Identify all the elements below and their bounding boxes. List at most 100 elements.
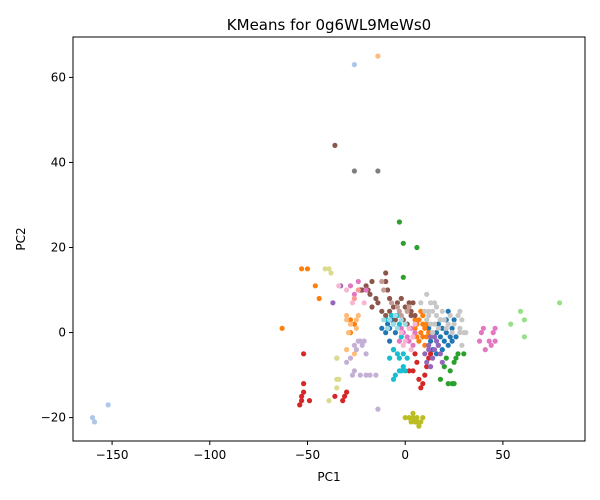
cluster-8-point-2 xyxy=(408,419,414,425)
cluster-1-point-12 xyxy=(418,330,424,336)
cluster-18-point-6 xyxy=(336,376,342,382)
cluster-14-point-14 xyxy=(347,355,354,361)
cluster-17-point-30 xyxy=(422,308,428,314)
cluster-1-point-14 xyxy=(422,325,428,331)
cluster-15-point-5 xyxy=(404,308,410,314)
cluster-3-point-9 xyxy=(342,393,348,399)
x-axis: −150 −100 −50 0 50 xyxy=(96,441,511,462)
cluster-3-point-7 xyxy=(332,393,338,399)
cluster-8-point-9 xyxy=(410,410,416,416)
cluster-5-point-0 xyxy=(332,142,338,148)
cluster-17-point-21 xyxy=(457,308,463,314)
cluster-5-point-25 xyxy=(408,312,414,319)
cluster-19-point-3 xyxy=(394,325,400,331)
cluster-5-point-14 xyxy=(379,308,385,314)
cluster-15-point-3 xyxy=(394,304,400,310)
cluster-11-point-9 xyxy=(353,325,359,331)
cluster-17-point-23 xyxy=(457,330,463,336)
cluster-5-point-26 xyxy=(412,312,418,319)
cluster-18-point-3 xyxy=(334,355,340,361)
cluster-9-point-17 xyxy=(402,368,408,374)
cluster-16-point-6 xyxy=(406,325,412,331)
cluster-6-point-9 xyxy=(406,338,412,344)
cluster-6-point-20 xyxy=(482,347,488,353)
cluster-5-point-20 xyxy=(402,304,408,310)
cluster-3-point-15 xyxy=(420,381,426,387)
cluster-0-point-28 xyxy=(449,338,455,344)
cluster-1-point-9 xyxy=(412,325,418,331)
cluster-0-point-9 xyxy=(433,330,440,336)
cluster-17-point-12 xyxy=(437,317,443,323)
cluster-4-point-7 xyxy=(433,338,440,344)
cluster-5-point-21 xyxy=(406,300,412,306)
cluster-1-point-16 xyxy=(416,338,422,344)
cluster-5-point-27 xyxy=(410,300,416,306)
cluster-17-point-20 xyxy=(455,312,461,319)
cluster-14-point-13 xyxy=(375,406,381,412)
cluster-16-point-0 xyxy=(336,283,342,289)
cluster-18-point-1 xyxy=(326,266,332,272)
cluster-2-point-12 xyxy=(443,355,449,361)
cluster-1-point-17 xyxy=(420,312,426,319)
cluster-4-point-2 xyxy=(422,351,428,357)
cluster-0-point-11 xyxy=(437,334,443,340)
cluster-3-point-3 xyxy=(299,393,305,399)
cluster-0-point-6 xyxy=(392,330,398,336)
cluster-0-point-14 xyxy=(443,330,449,336)
cluster-9-point-1 xyxy=(388,312,395,319)
cluster-1-point-6 xyxy=(351,321,357,327)
cluster-0-point-17 xyxy=(449,325,455,331)
cluster-0-point-3 xyxy=(387,338,393,344)
cluster-3-point-10 xyxy=(344,389,350,395)
cluster-4-point-3 xyxy=(426,342,432,348)
cluster-16-point-10 xyxy=(412,321,418,327)
cluster-12-point-0 xyxy=(508,321,514,327)
cluster-9-point-15 xyxy=(398,368,404,374)
points-layer xyxy=(89,53,563,429)
cluster-6-point-1 xyxy=(355,278,361,285)
cluster-19-point-7 xyxy=(385,325,391,331)
cluster-6-point-15 xyxy=(486,338,492,344)
cluster-17-point-25 xyxy=(463,330,469,336)
cluster-2-point-3 xyxy=(400,274,406,280)
cluster-0-point-12 xyxy=(439,325,445,331)
cluster-17-point-1 xyxy=(424,291,430,297)
cluster-8-point-6 xyxy=(416,423,422,429)
cluster-0-point-18 xyxy=(451,317,457,323)
cluster-19-point-1 xyxy=(387,317,393,323)
cluster-18-point-7 xyxy=(326,398,332,404)
cluster-15-point-2 xyxy=(388,300,395,306)
cluster-14-point-9 xyxy=(357,372,363,378)
y-axis: −20 0 20 40 60 xyxy=(41,70,73,425)
cluster-3-point-11 xyxy=(410,368,416,374)
y-tick-label: 40 xyxy=(51,155,66,169)
cluster-10-point-2 xyxy=(105,402,111,408)
cluster-4-point-13 xyxy=(431,334,438,340)
cluster-17-point-26 xyxy=(459,342,465,348)
cluster-8-point-8 xyxy=(420,415,426,421)
cluster-11-point-3 xyxy=(347,321,354,327)
cluster-17-point-19 xyxy=(451,321,457,327)
cluster-2-point-13 xyxy=(437,376,443,382)
cluster-3-point-12 xyxy=(414,359,420,365)
cluster-16-point-5 xyxy=(402,338,408,344)
cluster-11-point-4 xyxy=(353,317,359,323)
cluster-1-point-15 xyxy=(424,321,430,327)
cluster-3-point-17 xyxy=(424,364,430,370)
cluster-3-point-4 xyxy=(297,402,303,408)
cluster-17-point-0 xyxy=(418,300,424,306)
cluster-8-point-3 xyxy=(410,415,416,421)
cluster-3-point-5 xyxy=(299,398,305,404)
cluster-5-point-5 xyxy=(369,278,375,285)
cluster-17-point-2 xyxy=(428,300,434,306)
cluster-6-point-18 xyxy=(492,338,498,344)
cluster-15-point-1 xyxy=(381,287,387,293)
x-tick-label: −50 xyxy=(295,448,320,462)
cluster-5-point-6 xyxy=(367,291,373,297)
cluster-6-point-6 xyxy=(404,334,410,340)
cluster-1-point-1 xyxy=(304,266,311,272)
cluster-9-point-9 xyxy=(390,347,397,353)
cluster-6-point-12 xyxy=(476,338,483,344)
cluster-14-point-6 xyxy=(363,351,369,357)
